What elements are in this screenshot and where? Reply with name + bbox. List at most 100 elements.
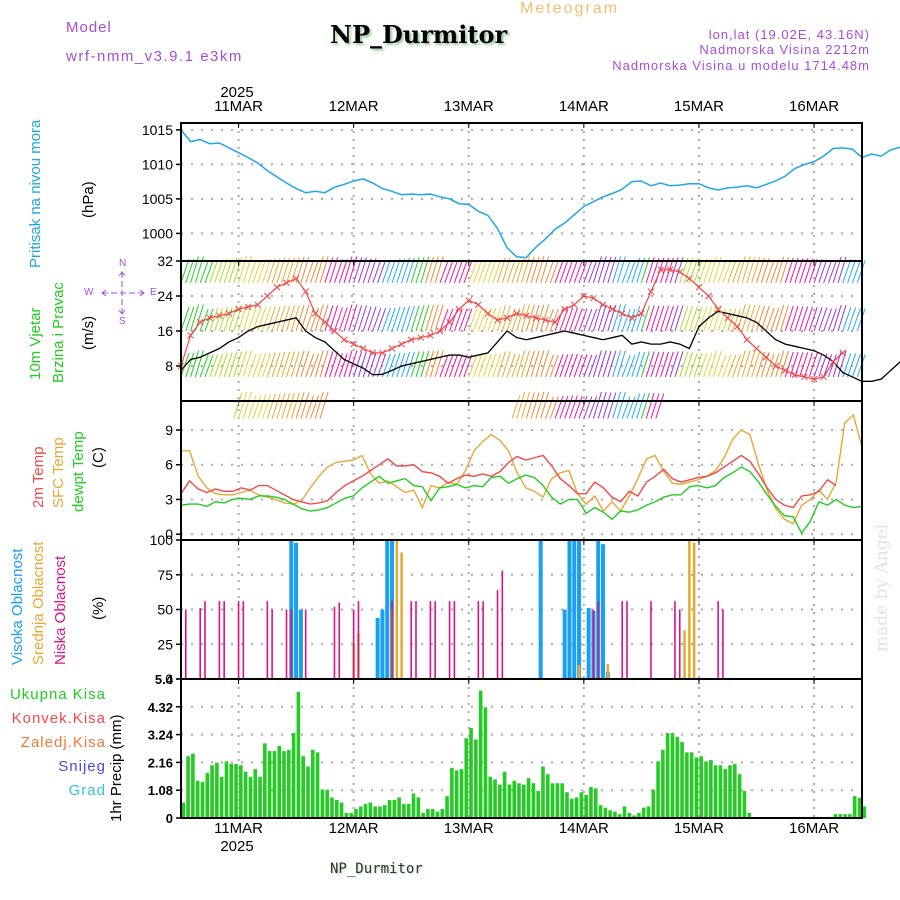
precip-bar: [392, 799, 397, 818]
precip-bar: [589, 787, 593, 818]
x-tick-label: 15MAR: [673, 98, 724, 115]
wind-barb: [506, 259, 516, 284]
precip-bar: [685, 752, 689, 818]
low-cloud-bar: [271, 609, 273, 679]
precip-bar: [704, 761, 708, 818]
compass-rose-icon: N S W E: [84, 258, 162, 328]
low-cloud-bar: [429, 601, 432, 679]
gust-marker: [417, 334, 425, 341]
gust-marker: [772, 362, 780, 370]
x-tick-label: 14MAR: [558, 98, 609, 115]
wind-barb: [564, 353, 574, 378]
wind-barb: [238, 304, 248, 332]
wind-barb: [372, 259, 382, 284]
wind-barb: [276, 351, 286, 378]
precip-bar: [694, 757, 699, 818]
wind-barb: [377, 259, 387, 284]
wind-barb: [837, 304, 847, 332]
precip-bar: [852, 796, 857, 818]
wind-barb: [482, 354, 492, 378]
wind-barb: [803, 306, 813, 332]
wind-barb: [228, 305, 238, 332]
wind-barb: [333, 307, 343, 332]
wind-barb: [391, 306, 401, 332]
wind-barb: [722, 354, 732, 378]
wind-barb: [626, 354, 636, 378]
mid-cloud-bar: [577, 665, 581, 679]
precip-bar: [593, 788, 598, 818]
wind-barb: [372, 353, 382, 378]
wind-barb: [823, 354, 833, 378]
wind-barb: [693, 258, 703, 284]
wind-barb: [545, 260, 554, 284]
y-tick-label: 75: [157, 567, 173, 583]
wind-barb: [540, 391, 550, 419]
model-label: Model: [66, 19, 112, 36]
wind-barb: [434, 304, 444, 332]
wind-barb: [703, 258, 713, 284]
compass-s: S: [119, 316, 126, 327]
wind-barb: [516, 350, 526, 378]
wind-barb: [473, 260, 483, 284]
wind-barb: [621, 354, 631, 378]
wind-barb: [185, 306, 195, 332]
precip-bar: [358, 806, 363, 818]
wind-barb: [391, 258, 401, 284]
precip-bar: [526, 778, 531, 818]
wind-barb: [458, 354, 468, 378]
wind-barb: [386, 259, 396, 284]
wind-barb: [636, 257, 646, 284]
wind-barb: [746, 304, 756, 332]
wind-barb: [357, 351, 367, 378]
low-cloud-bar: [496, 590, 499, 679]
wind-barb: [310, 395, 319, 419]
precip-bar: [555, 783, 560, 818]
wind-barb: [185, 258, 195, 284]
compass-w: W: [84, 287, 94, 298]
precip-bar: [747, 812, 752, 818]
gust-marker: [781, 367, 789, 374]
gust-marker: [254, 301, 262, 309]
precip-bar: [498, 784, 502, 818]
wind-barb: [808, 306, 818, 332]
precip-bar: [191, 753, 195, 818]
gust-marker: [685, 275, 693, 282]
legend-snow: Snijeg: [58, 758, 106, 775]
precip-bar: [287, 749, 291, 818]
wind-barb: [736, 304, 746, 332]
wind-barb: [463, 260, 473, 284]
precip-bar: [387, 799, 392, 818]
wind-barb: [458, 260, 468, 284]
wind-barb: [823, 308, 833, 332]
gust-line: [180, 269, 844, 380]
wind-barb: [257, 306, 267, 332]
wind-barb: [410, 305, 420, 332]
wind-barb: [564, 395, 574, 419]
precip-bar: [215, 762, 219, 818]
wind-barb: [477, 260, 487, 284]
wind-barb: [698, 258, 708, 284]
wind-barb: [549, 260, 559, 284]
wind-barb: [401, 305, 411, 332]
wind-barb: [223, 306, 233, 332]
wind-barb: [415, 305, 425, 332]
precip-bar: [339, 802, 344, 818]
wind-barb: [602, 392, 612, 419]
wind-barb: [468, 354, 478, 378]
wind-barb: [477, 308, 487, 332]
wind-barb: [381, 259, 391, 284]
high-cloud-bar: [586, 608, 591, 679]
wind-barb: [314, 391, 324, 419]
wind-barb: [223, 352, 233, 378]
wind-barb: [612, 304, 622, 332]
gust-marker: [666, 266, 674, 274]
precip-bar: [737, 774, 742, 818]
wind-barb: [338, 307, 348, 332]
wind-barb: [324, 305, 334, 332]
wind-barb: [808, 258, 818, 284]
pressure-line: [180, 129, 900, 259]
wind-barb: [660, 305, 670, 332]
precip-bar: [584, 794, 588, 818]
wind-barb: [621, 260, 631, 284]
